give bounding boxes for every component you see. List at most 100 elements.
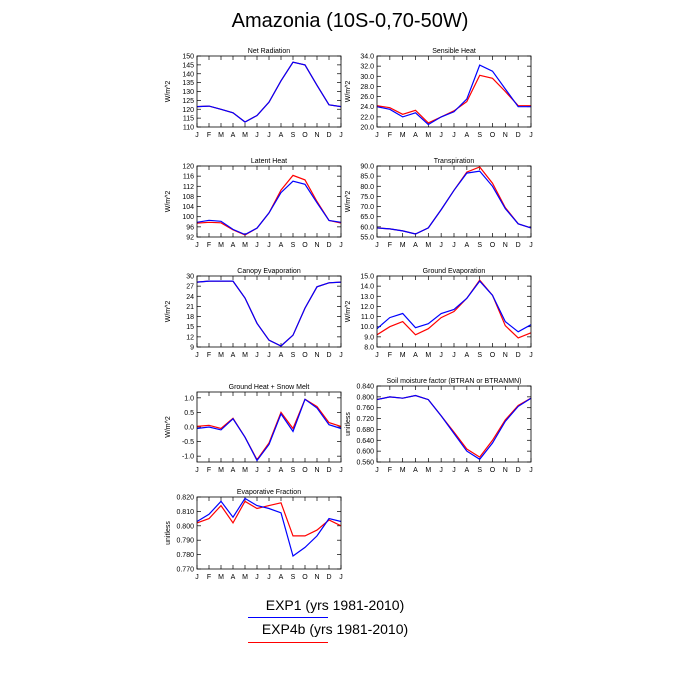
sensible-heat-title: Sensible Heat bbox=[432, 48, 476, 55]
net-radiation-xtick-label: J bbox=[339, 132, 343, 139]
sensible-heat-xtick-label: N bbox=[503, 132, 508, 139]
ground-evaporation-xtick-label: J bbox=[452, 352, 456, 359]
ground-heat-snow-melt-xtick-label: J bbox=[339, 467, 343, 474]
ground-heat-snow-melt-xtick-label: A bbox=[231, 467, 236, 474]
soil-moisture-factor-btran-or-btranmn-xtick-label: S bbox=[477, 467, 482, 474]
net-radiation-ytick-label: 120 bbox=[182, 107, 194, 114]
ground-evaporation-xtick-label: D bbox=[516, 352, 521, 359]
sensible-heat-xtick-label: J bbox=[529, 132, 533, 139]
transpiration-series-exp4b bbox=[376, 166, 532, 235]
transpiration-xtick-label: A bbox=[413, 242, 418, 249]
ground-heat-snow-melt-ytick-label: -0.5 bbox=[182, 439, 194, 446]
net-radiation-series-exp1 bbox=[196, 61, 342, 123]
evaporative-fraction-xtick-label: A bbox=[279, 574, 284, 581]
latent-heat-frame bbox=[196, 165, 342, 238]
net-radiation-xtick-label: J bbox=[255, 132, 259, 139]
transpiration-xtick-label: A bbox=[464, 242, 469, 249]
ground-evaporation-ytick-label: 11.0 bbox=[361, 314, 374, 321]
net-radiation-xtick-label: J bbox=[267, 132, 271, 139]
evaporative-fraction-frame bbox=[196, 496, 342, 570]
canopy-evaporation-series-exp4b bbox=[196, 280, 342, 347]
canopy-evaporation-frame bbox=[196, 275, 342, 348]
transpiration-ytick-label: 90.0 bbox=[360, 164, 374, 171]
transpiration-xtick-label: J bbox=[529, 242, 533, 249]
sensible-heat-ytick-label: 22.0 bbox=[360, 114, 374, 121]
canopy-evaporation-ytick-label: 27 bbox=[186, 284, 194, 291]
latent-heat-xtick-label: M bbox=[218, 242, 224, 249]
evaporative-fraction-ytick-label: 0.820 bbox=[176, 495, 194, 502]
evaporative-fraction-xtick-label: F bbox=[207, 574, 211, 581]
ground-evaporation-xtick-label: J bbox=[529, 352, 533, 359]
ground-evaporation-xtick-label: M bbox=[425, 352, 431, 359]
canopy-evaporation-ytick-label: 9 bbox=[190, 345, 194, 352]
canopy-evaporation-xtick-label: D bbox=[326, 352, 331, 359]
evaporative-fraction-xtick-label: J bbox=[267, 574, 271, 581]
canopy-evaporation-xtick-label: N bbox=[314, 352, 319, 359]
canopy-evaporation-title: Canopy Evaporation bbox=[237, 268, 301, 275]
net-radiation-xtick-label: A bbox=[279, 132, 284, 139]
soil-moisture-factor-btran-or-btranmn-ytick-label: 0.640 bbox=[356, 438, 374, 445]
page-title: Amazonia (10S-0,70-50W) bbox=[231, 10, 469, 32]
net-radiation-ytick-label: 115 bbox=[183, 116, 194, 123]
soil-moisture-factor-btran-or-btranmn-xtick-label: O bbox=[490, 467, 496, 474]
sensible-heat-ytick-label: 24.0 bbox=[360, 104, 374, 111]
transpiration-title: Transpiration bbox=[434, 158, 475, 165]
soil-moisture-factor-btran-or-btranmn-ylabel: unitless bbox=[345, 412, 352, 436]
soil-moisture-factor-btran-or-btranmn-series-exp1 bbox=[376, 394, 532, 461]
ground-heat-snow-melt-title: Ground Heat + Snow Melt bbox=[229, 384, 310, 391]
latent-heat-xtick-label: J bbox=[255, 242, 259, 249]
ground-heat-snow-melt-ytick-label: 0.0 bbox=[184, 425, 194, 432]
evaporative-fraction-xtick-label: M bbox=[218, 574, 224, 581]
ground-evaporation-ytick-label: 9.0 bbox=[364, 334, 374, 341]
canopy-evaporation-ytick-label: 12 bbox=[186, 334, 194, 341]
canopy-evaporation-ytick-label: 21 bbox=[186, 304, 194, 311]
evaporative-fraction-ytick-label: 0.790 bbox=[176, 538, 194, 545]
net-radiation-title: Net Radiation bbox=[248, 48, 291, 55]
canopy-evaporation-series-exp1 bbox=[196, 280, 342, 347]
ground-heat-snow-melt-ytick-label: -1.0 bbox=[182, 454, 194, 461]
net-radiation-ytick-label: 140 bbox=[182, 71, 194, 78]
net-radiation-ytick-label: 125 bbox=[182, 98, 194, 105]
soil-moisture-factor-btran-or-btranmn-ytick-label: 0.720 bbox=[356, 416, 374, 423]
evaporative-fraction-title: Evaporative Fraction bbox=[237, 489, 301, 496]
transpiration-series-exp1 bbox=[376, 170, 532, 235]
net-radiation-xtick-label: O bbox=[302, 132, 308, 139]
latent-heat-xtick-label: D bbox=[326, 242, 331, 249]
net-radiation-frame bbox=[196, 55, 342, 128]
ground-evaporation-ytick-label: 14.0 bbox=[360, 284, 374, 291]
soil-moisture-factor-btran-or-btranmn-xtick-label: J bbox=[529, 467, 533, 474]
sensible-heat-xtick-label: F bbox=[388, 132, 392, 139]
sensible-heat-xtick-label: S bbox=[477, 132, 482, 139]
ground-evaporation-title: Ground Evaporation bbox=[423, 268, 486, 275]
latent-heat-ytick-label: 120 bbox=[182, 164, 194, 171]
ground-evaporation-ytick-label: 12.0 bbox=[360, 304, 374, 311]
net-radiation-ytick-label: 135 bbox=[182, 80, 194, 87]
latent-heat-xtick-label: M bbox=[242, 242, 248, 249]
latent-heat-xtick-label: J bbox=[195, 242, 199, 249]
net-radiation-ytick-label: 145 bbox=[182, 62, 194, 69]
net-radiation-ytick-label: 150 bbox=[182, 54, 194, 61]
net-radiation-xtick-label: M bbox=[218, 132, 224, 139]
canopy-evaporation-xtick-label: A bbox=[279, 352, 284, 359]
evaporative-fraction-xtick-label: A bbox=[231, 574, 236, 581]
transpiration-xtick-label: N bbox=[503, 242, 508, 249]
latent-heat-xtick-label: F bbox=[207, 242, 211, 249]
net-radiation-ylabel: W/m^2 bbox=[165, 81, 172, 103]
latent-heat-ytick-label: 96 bbox=[186, 224, 194, 231]
ground-heat-snow-melt-ytick-label: 0.5 bbox=[184, 410, 194, 417]
soil-moisture-factor-btran-or-btranmn-xtick-label: J bbox=[452, 467, 456, 474]
transpiration-xtick-label: M bbox=[425, 242, 431, 249]
ground-evaporation-series-exp1 bbox=[376, 280, 532, 333]
transpiration-xtick-label: O bbox=[490, 242, 496, 249]
evaporative-fraction-xtick-label: M bbox=[242, 574, 248, 581]
canopy-evaporation-ylabel: W/m^2 bbox=[165, 301, 172, 323]
net-radiation-xtick-label: S bbox=[291, 132, 296, 139]
ground-heat-snow-melt-ytick-label: 1.0 bbox=[184, 395, 194, 402]
latent-heat-series-exp4b bbox=[196, 174, 342, 236]
canopy-evaporation-ytick-label: 18 bbox=[186, 314, 194, 321]
latent-heat-xtick-label: J bbox=[267, 242, 271, 249]
soil-moisture-factor-btran-or-btranmn-xtick-label: A bbox=[464, 467, 469, 474]
ground-heat-snow-melt-xtick-label: J bbox=[255, 467, 259, 474]
sensible-heat-ytick-label: 28.0 bbox=[360, 84, 374, 91]
latent-heat-xtick-label: S bbox=[291, 242, 296, 249]
